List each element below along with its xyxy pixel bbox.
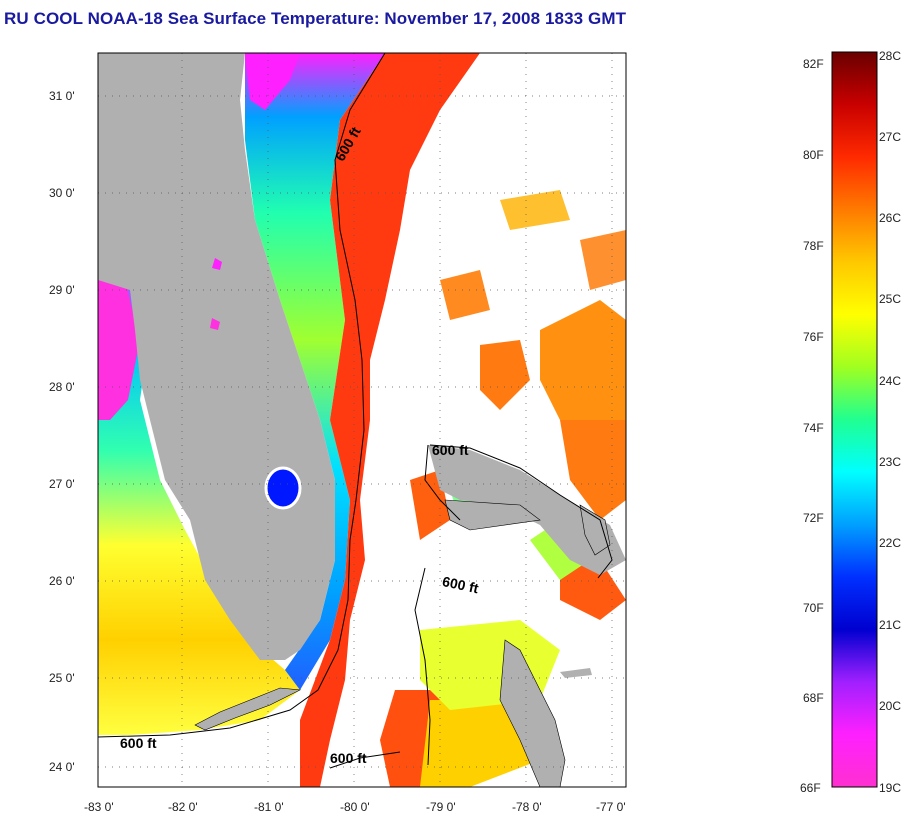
cb-c-label: 20C (879, 699, 901, 713)
gulf-sst-field (98, 260, 300, 735)
cb-c-label: 19C (879, 781, 901, 795)
latitude-axis: 31 0' 30 0' 29 0' 28 0' 27 0' 26 0' 25 0… (49, 89, 75, 774)
lat-label: 25 0' (49, 671, 75, 685)
northern-cold-pocket (245, 53, 300, 110)
cb-f-label: 72F (803, 511, 824, 525)
cb-c-label: 28C (879, 49, 901, 63)
cb-f-label: 78F (803, 239, 824, 253)
gulf-cold-water (98, 270, 140, 420)
longitude-axis: -83 0' -82 0' -81 0' -80 0' -79 0' -78 0… (84, 800, 626, 814)
lat-label: 27 0' (49, 477, 75, 491)
cb-c-label: 25C (879, 292, 901, 306)
lat-label: 26 0' (49, 574, 75, 588)
cb-c-label: 24C (879, 374, 901, 388)
atlantic-coastal-sst (245, 53, 385, 690)
plot-frame (97, 52, 627, 788)
lon-label: -77 0' (596, 800, 626, 814)
lat-label: 29 0' (49, 283, 75, 297)
cb-c-label: 26C (879, 211, 901, 225)
lon-label: -83 0' (84, 800, 114, 814)
inland-lake-2 (210, 318, 220, 330)
straits-yellow-water (420, 700, 540, 787)
florida-land (98, 53, 335, 660)
lat-label: 28 0' (49, 380, 75, 394)
abaco-island (579, 504, 611, 556)
lat-label: 24 0' (49, 760, 75, 774)
andros-island (499, 639, 566, 787)
cb-f-label: 68F (803, 691, 824, 705)
lat-label: 30 0' (49, 186, 75, 200)
lon-label: -78 0' (512, 800, 542, 814)
cb-c-label: 22C (879, 536, 901, 550)
colorbar-bar (831, 51, 878, 788)
colorbar-celsius-labels: 28C 27C 26C 25C 24C 23C 22C 21C 20C 19C (879, 49, 901, 795)
cb-c-label: 21C (879, 618, 901, 632)
isobath-600ft (98, 53, 613, 769)
colorbar: 82F 80F 78F 76F 74F 72F 70F 68F 66F 28C … (800, 49, 901, 795)
grand-bahama (444, 499, 541, 531)
cb-f-label: 80F (803, 148, 824, 162)
lon-label: -82 0' (168, 800, 198, 814)
lake-okeechobee (264, 466, 302, 510)
lon-label: -80 0' (340, 800, 370, 814)
map-plot (98, 53, 626, 787)
gulf-stream-band (300, 53, 480, 787)
isobath-label-bahamas: 600 ft (432, 442, 469, 458)
colorbar-fahrenheit-labels: 82F 80F 78F 76F 74F 72F 70F 68F 66F (800, 57, 824, 795)
cb-f-label: 74F (803, 421, 824, 435)
cb-f-label: 70F (803, 601, 824, 615)
cuban-cay (560, 668, 592, 678)
isobath-label-gulf: 600 ft (120, 735, 157, 751)
lat-label: 31 0' (49, 89, 75, 103)
cb-c-label: 27C (879, 130, 901, 144)
inland-lake-1 (212, 258, 222, 270)
map-title: RU COOL NOAA-18 Sea Surface Temperature:… (4, 9, 627, 28)
lon-label: -81 0' (254, 800, 284, 814)
isobath-label-south: 600 ft (330, 750, 367, 766)
cb-f-label: 66F (800, 781, 821, 795)
cb-c-label: 23C (879, 455, 901, 469)
isobath-label-straits: 600 ft (441, 573, 480, 596)
cb-f-label: 76F (803, 330, 824, 344)
lon-label: -79 0' (426, 800, 456, 814)
cb-f-label: 82F (803, 57, 824, 71)
florida-keys (194, 687, 302, 731)
